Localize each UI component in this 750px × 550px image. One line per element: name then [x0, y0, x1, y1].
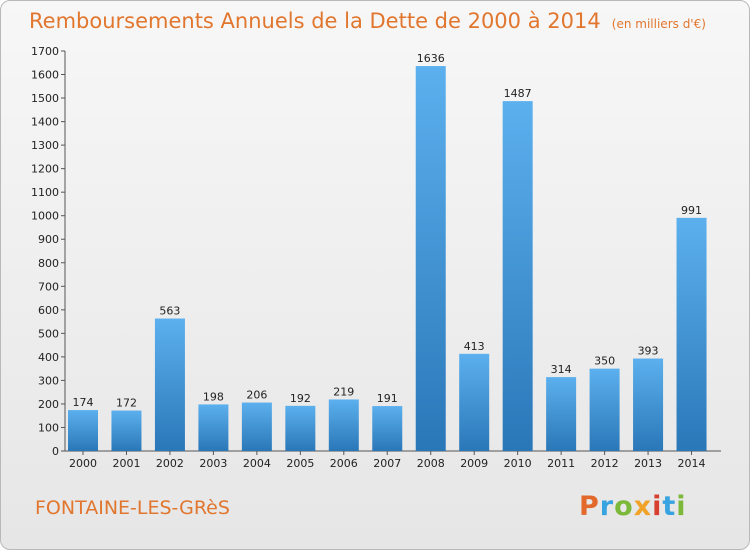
bar-value-label: 172 — [116, 397, 137, 410]
x-tick-label: 2002 — [156, 457, 184, 470]
bar — [372, 406, 403, 451]
y-tick-label: 500 — [38, 327, 59, 340]
y-tick-label: 1300 — [31, 139, 59, 152]
y-tick-label: 400 — [38, 351, 59, 364]
y-tick-label: 1200 — [31, 163, 59, 176]
logo-letter: x — [633, 491, 653, 522]
bar-value-label: 393 — [638, 345, 659, 358]
bar — [502, 101, 533, 451]
x-tick-label: 2012 — [591, 457, 619, 470]
logo-letter: o — [614, 491, 634, 522]
bar-value-label: 192 — [290, 392, 311, 405]
y-tick-label: 1600 — [31, 69, 59, 82]
bar — [546, 377, 577, 451]
bar — [68, 410, 98, 451]
y-tick-label: 1100 — [31, 186, 59, 199]
y-tick-label: 200 — [38, 398, 59, 411]
y-tick-label: 100 — [38, 421, 59, 434]
bar — [154, 318, 185, 451]
bar-value-label: 991 — [681, 204, 702, 217]
bar — [241, 402, 272, 451]
x-tick-label: 2011 — [547, 457, 575, 470]
y-tick-label: 700 — [38, 280, 59, 293]
proxiti-logo[interactable]: Proxiti — [579, 491, 687, 522]
logo-letter: t — [662, 491, 677, 522]
bar-value-label: 219 — [333, 385, 354, 398]
x-tick-label: 2005 — [286, 457, 314, 470]
bar — [198, 404, 229, 451]
chart-title-row: Remboursements Annuels de la Dette de 20… — [29, 9, 706, 33]
y-tick-label: 300 — [38, 374, 59, 387]
bar-value-label: 206 — [246, 389, 267, 402]
bar — [415, 66, 446, 451]
y-tick-label: 1400 — [31, 116, 59, 129]
chart-unit: (en milliers d'€) — [611, 17, 706, 31]
x-tick-label: 2004 — [243, 457, 271, 470]
bar — [111, 410, 142, 451]
chart-bars: 174 172 563 198 206 192 219 191 1636 413 1487 314 35… — [68, 52, 707, 451]
x-tick-label: 2000 — [69, 457, 97, 470]
x-tick-label: 2014 — [678, 457, 706, 470]
y-tick-label: 0 — [52, 445, 59, 458]
x-tick-label: 2013 — [634, 457, 662, 470]
x-tick-label: 2010 — [504, 457, 532, 470]
y-tick-label: 1000 — [31, 210, 59, 223]
bar-value-label: 350 — [594, 355, 615, 368]
bar — [328, 399, 359, 451]
y-tick-label: 1500 — [31, 92, 59, 105]
y-tick-label: 1700 — [31, 45, 59, 58]
x-tick-label: 2007 — [373, 457, 401, 470]
place-name: FONTAINE-LES-GRèS — [35, 497, 230, 519]
bar-value-label: 191 — [377, 392, 398, 405]
x-tick-label: 2009 — [460, 457, 488, 470]
bar-value-label: 563 — [159, 305, 180, 318]
bar-value-label: 314 — [551, 363, 572, 376]
bar-value-label: 174 — [73, 396, 94, 409]
bar — [633, 358, 664, 451]
bar — [589, 368, 620, 451]
y-tick-label: 900 — [38, 233, 59, 246]
x-tick-label: 2006 — [330, 457, 358, 470]
logo-letter: i — [652, 491, 663, 522]
bar — [459, 353, 490, 451]
bar-value-label: 413 — [464, 340, 485, 353]
logo-letter: P — [579, 491, 600, 522]
chart-axes: 0 100 200 300 400 500 600 700 800 900 1000 1100 1200… — [31, 45, 721, 470]
x-tick-label: 2001 — [112, 457, 140, 470]
y-tick-label: 600 — [38, 304, 59, 317]
x-tick-label: 2008 — [417, 457, 445, 470]
bar — [676, 217, 707, 451]
logo-letter: r — [599, 491, 615, 522]
bar — [285, 405, 316, 451]
bar-value-label: 198 — [203, 390, 224, 403]
logo-letter: i — [676, 491, 687, 522]
bar-value-label: 1487 — [504, 87, 532, 100]
bar-value-label: 1636 — [417, 52, 445, 65]
chart-title: Remboursements Annuels de la Dette de 20… — [29, 9, 601, 33]
y-tick-label: 800 — [38, 257, 59, 270]
x-tick-label: 2003 — [199, 457, 227, 470]
